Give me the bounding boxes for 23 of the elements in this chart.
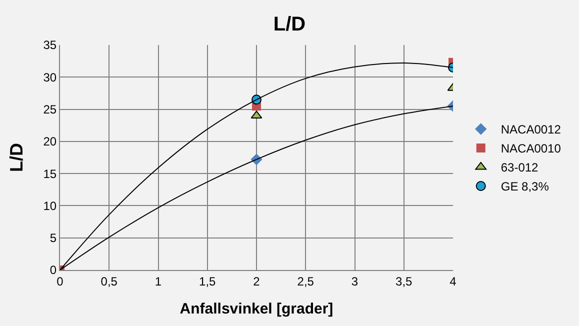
chart-title: L/D [273, 13, 306, 36]
y-tick-label: 0 [50, 263, 57, 278]
y-tick-label: 10 [43, 198, 57, 213]
x-tick-label: 2,5 [297, 274, 314, 288]
x-tick-label: 0,5 [100, 274, 118, 288]
y-axis-title: L/D [6, 143, 26, 172]
legend-label: NACA0012 [500, 122, 562, 137]
x-tick-label: 2 [253, 274, 260, 288]
x-tick-label: 3,5 [396, 274, 413, 288]
y-tick-label: 20 [43, 134, 57, 149]
legend-label: GE 8,3% [500, 180, 550, 194]
x-tick-label: 1 [154, 274, 162, 288]
y-tick-label: 5 [50, 231, 57, 246]
x-tick-label: 4 [450, 274, 457, 288]
x-axis-title: Anfallsvinkel [grader] [180, 300, 334, 318]
legend-label: NACA0010 [500, 142, 562, 156]
y-tick-label: 35 [43, 38, 57, 52]
y-tick-label: 25 [43, 102, 57, 116]
y-tick-label: 15 [43, 166, 57, 181]
x-tick-label: 3 [351, 274, 358, 288]
y-tick-label: 30 [43, 70, 57, 84]
legend-label: 63-012 [500, 160, 539, 175]
x-tick-label: 1,5 [199, 274, 216, 288]
